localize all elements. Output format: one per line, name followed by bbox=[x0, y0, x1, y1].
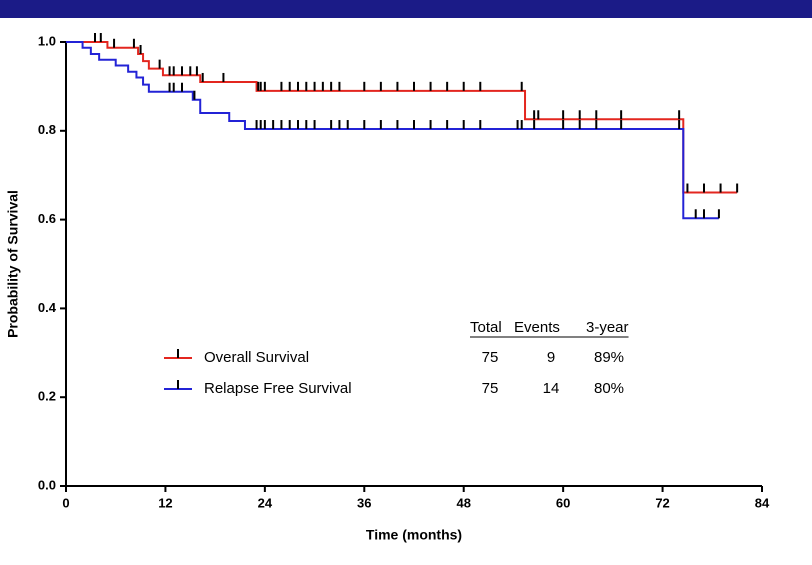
x-tick-label: 12 bbox=[158, 495, 172, 510]
x-tick-label: 36 bbox=[357, 495, 371, 510]
x-tick-label: 60 bbox=[556, 495, 570, 510]
legend-label: Overall Survival bbox=[204, 349, 309, 366]
table-header: Total bbox=[470, 319, 502, 336]
y-tick-label: 0.4 bbox=[38, 300, 57, 315]
x-tick-label: 84 bbox=[755, 495, 770, 510]
top-bar bbox=[0, 0, 812, 18]
x-tick-label: 72 bbox=[655, 495, 669, 510]
table-cell: 9 bbox=[547, 349, 555, 366]
y-tick-label: 0.0 bbox=[38, 477, 56, 492]
y-axis-label: Probability of Survival bbox=[5, 190, 21, 338]
table-cell: 75 bbox=[482, 380, 499, 397]
survival-curve bbox=[66, 41, 719, 220]
survival-curve bbox=[66, 41, 738, 194]
table-cell: 75 bbox=[482, 349, 499, 366]
x-tick-label: 48 bbox=[456, 495, 470, 510]
y-tick-label: 0.6 bbox=[38, 211, 56, 226]
x-tick-label: 0 bbox=[62, 495, 69, 510]
table-cell: 80% bbox=[594, 380, 624, 397]
table-header: 3-year bbox=[586, 319, 629, 336]
x-axis-label: Time (months) bbox=[366, 527, 462, 543]
y-tick-label: 0.8 bbox=[38, 122, 56, 137]
y-tick-label: 1.0 bbox=[38, 33, 56, 48]
table-header: Events bbox=[514, 319, 560, 336]
x-tick-label: 24 bbox=[258, 495, 273, 510]
table-cell: 89% bbox=[594, 349, 624, 366]
legend-label: Relapse Free Survival bbox=[204, 380, 352, 397]
y-tick-label: 0.2 bbox=[38, 389, 56, 404]
table-cell: 14 bbox=[543, 380, 560, 397]
